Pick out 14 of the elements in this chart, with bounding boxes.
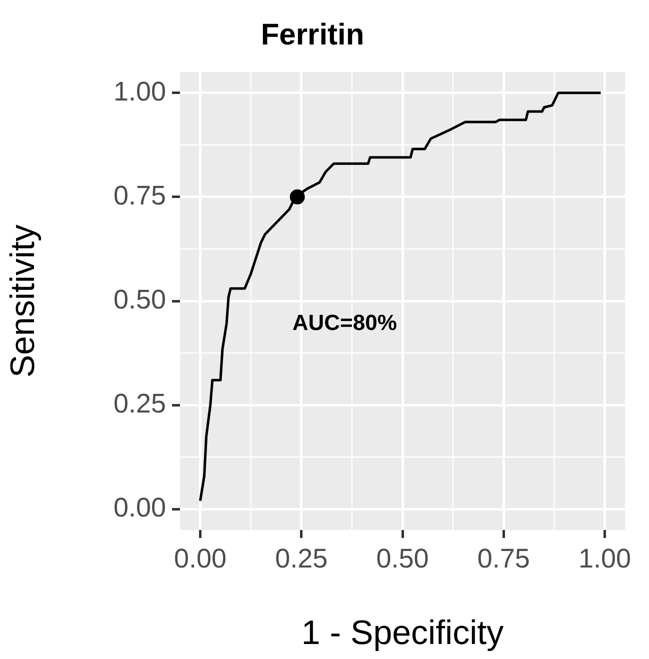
annotation: AUC=80%	[292, 310, 397, 335]
x-tick-label: 0.25	[275, 544, 328, 574]
y-tick-label: 1.00	[113, 76, 166, 106]
y-axis-title: Sensitivity	[4, 224, 42, 378]
y-tick-label: 0.25	[113, 388, 166, 419]
x-tick-label: 0.75	[477, 544, 530, 574]
y-tick-label: 0.75	[113, 180, 166, 210]
y-tick-label: 0.00	[113, 492, 166, 523]
x-axis-title: 1 - Specificity	[301, 614, 504, 652]
chart-title: Ferritin	[260, 18, 364, 52]
y-tick-label: 0.50	[113, 284, 166, 314]
x-tick-label: 0.50	[376, 544, 429, 574]
x-tick-label: 1.00	[578, 544, 632, 574]
x-tick-label: 0.00	[174, 544, 227, 574]
